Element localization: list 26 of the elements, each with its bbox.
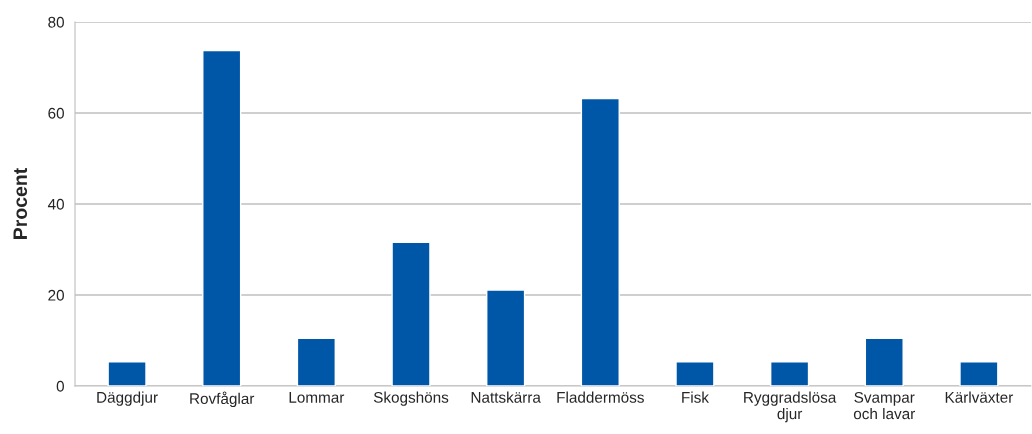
x-tick-label: Nattskärra [471,391,541,403]
x-tick-label: Lommar [289,392,345,403]
bar [769,361,810,386]
bar [391,241,431,386]
x-tick-label: Fisk [682,391,709,403]
x-tick-label: Svampar och lavar [853,391,915,420]
x-tick-label: Kärlväxter [945,391,1014,403]
bar [486,289,526,386]
y-tick-label: 60 [48,107,64,119]
y-axis-title: Procent [13,168,28,239]
x-tick-label: Skogshöns [373,391,449,406]
bar [959,361,999,386]
y-tick-label: 20 [48,289,64,301]
y-tick-label: 40 [47,198,64,210]
x-tick-label: Rovfåglar [190,391,255,408]
bar [202,49,242,386]
x-tick-label: Ryggradslösa djur [744,391,837,423]
x-tick-label: Fladdermöss [557,391,644,403]
bar [107,361,147,386]
bar [864,337,904,386]
bar [580,97,620,386]
bar [675,361,715,386]
y-tick-label: 0 [56,380,64,392]
y-tick-label: 80 [48,16,64,28]
x-tick-label: Däggdjur [97,391,158,406]
bar [296,337,336,386]
